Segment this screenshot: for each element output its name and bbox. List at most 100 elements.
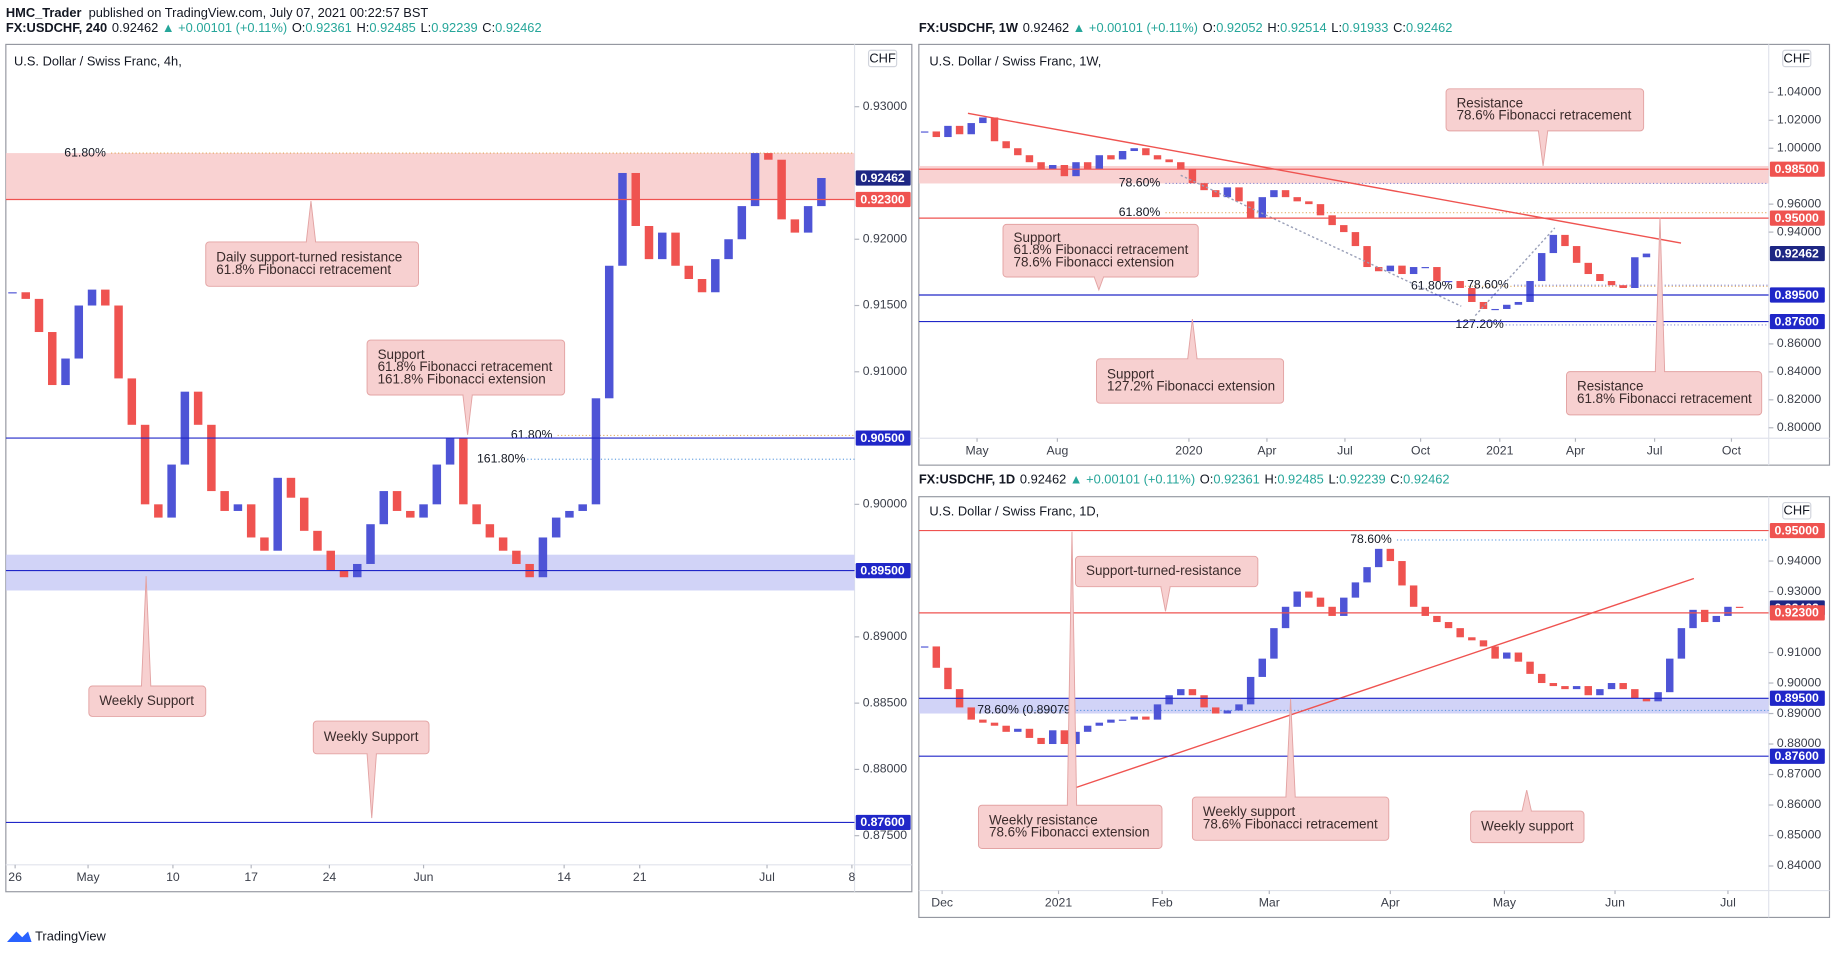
brand[interactable]: TradingView — [35, 929, 106, 944]
callout-text: 61.8% Fibonacci retracement — [216, 262, 391, 277]
candle — [432, 464, 442, 505]
symbol-header: FX:USDCHF, 1D 0.92462 ▲ +0.00101 (+0.11%) O… — [919, 472, 1450, 487]
ohlc-label: C: — [482, 21, 495, 36]
price-label: 0.89500 — [860, 563, 905, 577]
candle — [61, 358, 70, 386]
price-label: 0.92300 — [1775, 606, 1820, 620]
candle — [944, 667, 952, 690]
candle — [1258, 658, 1267, 677]
candle — [1514, 652, 1523, 662]
price-label-box — [855, 170, 911, 186]
candle — [1246, 676, 1255, 705]
x-tick-label: May — [1493, 896, 1517, 910]
candle — [1444, 622, 1453, 629]
candle — [1014, 728, 1022, 732]
symbol[interactable]: FX:USDCHF, 240 — [6, 21, 107, 36]
candle — [1631, 689, 1639, 699]
y-tick-label: 1.00000 — [1777, 140, 1822, 154]
candle — [1200, 695, 1208, 708]
candle — [565, 510, 574, 518]
currency-button[interactable]: CHF — [1782, 501, 1812, 520]
callout-text: 127.2% Fibonacci extension — [1107, 379, 1275, 394]
candle — [920, 646, 929, 648]
candle — [724, 239, 733, 260]
candle — [1095, 155, 1104, 170]
callout-text: 78.6% Fibonacci retracement — [1203, 816, 1378, 831]
currency[interactable]: CHF — [1784, 50, 1811, 65]
ohlc-value: 0.92462 — [495, 21, 541, 36]
x-tick-label: Dec — [931, 896, 953, 910]
x-tick-label: Jul — [759, 870, 775, 884]
candle — [1654, 692, 1662, 702]
candle — [1048, 164, 1057, 170]
candle — [1107, 155, 1115, 160]
candle — [114, 305, 123, 379]
candle — [1211, 190, 1220, 198]
currency-button[interactable]: CHF — [867, 49, 898, 68]
candle — [273, 477, 282, 551]
y-tick-label: 0.94000 — [1777, 553, 1822, 567]
candle — [1363, 246, 1371, 268]
ohlc-value: 0.92462 — [1403, 472, 1449, 487]
fib-label: 78.60% (0.89079) — [977, 703, 1075, 717]
candle — [604, 265, 614, 399]
candle — [1025, 155, 1034, 163]
candle — [1107, 719, 1115, 723]
candle — [445, 438, 455, 465]
callout-text: 61.8% Fibonacci retracement — [1577, 391, 1752, 406]
price-label: 0.87600 — [860, 815, 905, 829]
symbol[interactable]: FX:USDCHF, 1D — [919, 472, 1015, 487]
candle — [1316, 597, 1325, 607]
x-tick-label: 26 — [8, 870, 22, 884]
callout: Weekly Support — [88, 576, 207, 717]
author[interactable]: HMC_Trader — [6, 5, 82, 20]
candle — [286, 477, 296, 498]
candle — [1281, 606, 1290, 629]
candle — [87, 289, 97, 306]
footer-logo[interactable]: TradingView — [7, 929, 106, 944]
candle — [932, 131, 941, 138]
callout-text: Support — [1014, 230, 1061, 245]
symbol-header: FX:USDCHF, 1W 0.92462 ▲ +0.00101 (+0.11%) O… — [919, 21, 1453, 36]
callout-text: Support-turned-resistance — [1086, 563, 1241, 578]
currency[interactable]: CHF — [869, 50, 896, 65]
x-tick-label: Jun — [1605, 896, 1625, 910]
candle — [1293, 197, 1301, 202]
symbol[interactable]: FX:USDCHF, 1W — [919, 21, 1019, 36]
candle — [1130, 716, 1138, 720]
price-label: 0.90500 — [860, 431, 905, 445]
candle — [1526, 281, 1534, 302]
candle — [498, 537, 508, 551]
callout-text: 78.6% Fibonacci retracement — [1457, 108, 1632, 123]
candle — [1037, 737, 1045, 745]
candle — [1153, 704, 1162, 720]
callout-text: Weekly Support — [99, 693, 194, 708]
pane-title: U.S. Dollar / Swiss Franc, 1W, — [929, 53, 1101, 68]
candle — [1130, 148, 1138, 152]
candle — [1072, 731, 1080, 745]
callout: Weekly support — [1470, 789, 1585, 844]
candle — [207, 424, 216, 492]
candle — [1607, 683, 1616, 690]
candle — [1235, 187, 1243, 202]
candle — [180, 391, 190, 465]
trend-line — [967, 112, 1682, 244]
candle — [777, 159, 786, 220]
currency[interactable]: CHF — [1784, 503, 1811, 518]
y-tick-label: 0.88000 — [1777, 736, 1822, 750]
x-tick-label: 2021 — [1486, 443, 1513, 457]
plot-area: 78.60% 61.80% 61.80% 78.60% 127.20% — [918, 112, 1769, 331]
candle — [1479, 640, 1488, 647]
candle — [1118, 719, 1127, 721]
ohlc-value: 0.92361 — [1213, 472, 1259, 487]
candle — [1316, 204, 1325, 216]
candle — [1305, 591, 1313, 598]
candle — [803, 206, 813, 233]
currency-button[interactable]: CHF — [1782, 49, 1812, 68]
candle — [1537, 673, 1546, 684]
candle — [1398, 561, 1406, 586]
x-tick-label: Jul — [1337, 443, 1353, 457]
